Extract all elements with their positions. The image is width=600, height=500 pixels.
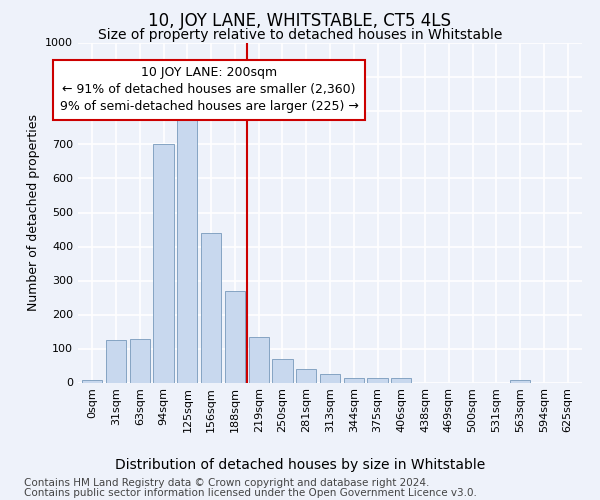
Text: Size of property relative to detached houses in Whitstable: Size of property relative to detached ho… (98, 28, 502, 42)
Bar (391, 378, 412, 382)
Bar (130, 340, 150, 382)
Text: Distribution of detached houses by size in Whitstable: Distribution of detached houses by size … (115, 458, 485, 471)
Bar (201, 233, 221, 382)
Bar (296, 369, 316, 382)
Bar (177, 119, 197, 382)
Bar (344, 378, 364, 382)
Text: Contains public sector information licensed under the Open Government Licence v3: Contains public sector information licen… (24, 488, 477, 498)
Bar (272, 358, 293, 382)
Bar (225, 290, 245, 382)
Bar (82, 380, 103, 382)
Y-axis label: Number of detached properties: Number of detached properties (26, 114, 40, 311)
Text: Contains HM Land Registry data © Crown copyright and database right 2024.: Contains HM Land Registry data © Crown c… (24, 478, 430, 488)
Bar (320, 374, 340, 382)
Bar (510, 380, 530, 382)
Text: 10 JOY LANE: 200sqm
← 91% of detached houses are smaller (2,360)
9% of semi-deta: 10 JOY LANE: 200sqm ← 91% of detached ho… (59, 66, 358, 114)
Text: 10, JOY LANE, WHITSTABLE, CT5 4LS: 10, JOY LANE, WHITSTABLE, CT5 4LS (149, 12, 452, 30)
Bar (154, 144, 173, 382)
Bar (106, 340, 126, 382)
Bar (367, 378, 388, 382)
Bar (248, 338, 269, 382)
